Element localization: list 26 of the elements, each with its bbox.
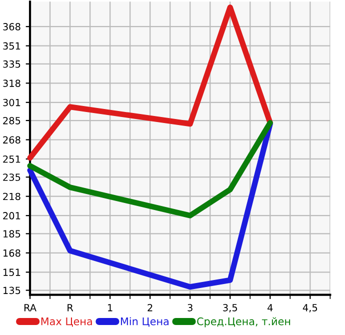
y-tick-label: 318 bbox=[3, 80, 20, 87]
x-tick-label: RA bbox=[24, 304, 36, 312]
legend-label: Min Цена bbox=[120, 317, 168, 327]
y-tick-label: 135 bbox=[4, 286, 20, 294]
x-tick-label: 3,5 bbox=[223, 304, 237, 312]
y-tick-label: 335 bbox=[3, 60, 20, 68]
y-tick-label: 285 bbox=[3, 116, 20, 124]
y-tick-label: 218 bbox=[3, 192, 20, 200]
x-tick-label: 4,5 bbox=[302, 304, 318, 312]
y-tick-label: 151 bbox=[4, 268, 20, 276]
x-tick-label: 2 bbox=[148, 304, 152, 312]
x-tick-label: 1 bbox=[108, 304, 112, 312]
legend-label: Max Цена bbox=[41, 318, 92, 327]
y-tick-label: 251 bbox=[3, 155, 20, 163]
x-tick-label: R bbox=[68, 304, 74, 312]
y-tick-label: 168 bbox=[4, 249, 20, 257]
y-tick-label: 201 bbox=[3, 212, 20, 220]
y-tick-label: 301 bbox=[3, 98, 20, 106]
x-tick-label: 4 bbox=[268, 304, 273, 312]
y-tick-label: 351 bbox=[3, 42, 20, 50]
y-tick-label: 185 bbox=[4, 230, 20, 238]
x-tick-label: 3 bbox=[188, 304, 192, 312]
y-tick-label: 235 bbox=[3, 174, 20, 181]
y-tick-label: 368 bbox=[3, 23, 20, 30]
legend-label: Сред.Цена, т.йен bbox=[197, 317, 290, 328]
y-tick-label: 268 bbox=[3, 136, 20, 144]
